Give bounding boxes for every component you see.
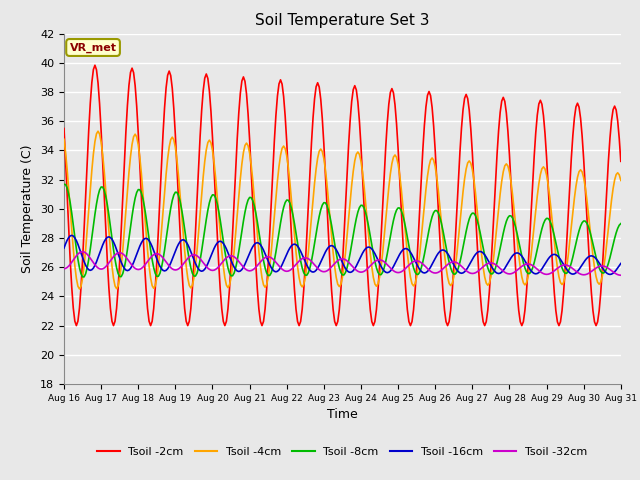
Tsoil -16cm: [397, 249, 405, 255]
Tsoil -2cm: [72, 323, 80, 328]
Tsoil -4cm: [167, 137, 175, 143]
Tsoil -8cm: [617, 221, 625, 227]
Tsoil -2cm: [77, 285, 85, 290]
Tsoil -8cm: [60, 181, 68, 187]
Line: Tsoil -16cm: Tsoil -16cm: [64, 235, 621, 275]
Tsoil -2cm: [167, 72, 175, 78]
Tsoil -8cm: [410, 265, 417, 271]
Tsoil -4cm: [552, 252, 559, 258]
Tsoil -32cm: [379, 258, 387, 264]
Tsoil -16cm: [60, 245, 68, 251]
Tsoil -32cm: [165, 263, 173, 269]
Tsoil -4cm: [412, 281, 419, 287]
Line: Tsoil -32cm: Tsoil -32cm: [64, 252, 621, 275]
Tsoil -2cm: [91, 62, 99, 68]
Tsoil -16cm: [68, 232, 76, 238]
X-axis label: Time: Time: [327, 408, 358, 421]
Tsoil -16cm: [379, 266, 387, 272]
Tsoil -4cm: [77, 283, 85, 289]
Tsoil -2cm: [60, 126, 68, 132]
Tsoil -8cm: [76, 265, 83, 271]
Tsoil -32cm: [410, 259, 417, 264]
Tsoil -16cm: [606, 272, 614, 277]
Text: VR_met: VR_met: [70, 42, 116, 53]
Tsoil -8cm: [550, 233, 558, 239]
Legend: Tsoil -2cm, Tsoil -4cm, Tsoil -8cm, Tsoil -16cm, Tsoil -32cm: Tsoil -2cm, Tsoil -4cm, Tsoil -8cm, Tsoi…: [93, 442, 592, 461]
Line: Tsoil -8cm: Tsoil -8cm: [64, 184, 621, 277]
Title: Soil Temperature Set 3: Soil Temperature Set 3: [255, 13, 429, 28]
Line: Tsoil -2cm: Tsoil -2cm: [64, 65, 621, 325]
Tsoil -16cm: [77, 250, 85, 256]
Tsoil -4cm: [94, 128, 102, 134]
Tsoil -8cm: [379, 269, 387, 275]
Tsoil -4cm: [380, 234, 388, 240]
Tsoil -16cm: [617, 261, 625, 266]
Y-axis label: Soil Temperature (C): Soil Temperature (C): [22, 144, 35, 273]
Tsoil -32cm: [76, 250, 83, 256]
Tsoil -32cm: [617, 272, 625, 278]
Tsoil -8cm: [397, 207, 405, 213]
Tsoil -32cm: [397, 269, 405, 275]
Tsoil -16cm: [550, 252, 558, 257]
Tsoil -2cm: [552, 308, 559, 313]
Tsoil -32cm: [550, 268, 558, 274]
Tsoil -16cm: [165, 264, 173, 269]
Tsoil -4cm: [617, 178, 625, 183]
Tsoil -2cm: [617, 158, 625, 164]
Tsoil -2cm: [380, 173, 388, 179]
Tsoil -32cm: [79, 249, 86, 254]
Tsoil -16cm: [410, 255, 417, 261]
Tsoil -8cm: [79, 274, 86, 280]
Tsoil -32cm: [60, 266, 68, 272]
Tsoil -4cm: [76, 286, 83, 292]
Tsoil -8cm: [165, 215, 173, 221]
Tsoil -2cm: [412, 288, 419, 294]
Tsoil -4cm: [60, 136, 68, 142]
Tsoil -4cm: [399, 201, 406, 207]
Line: Tsoil -4cm: Tsoil -4cm: [64, 131, 621, 289]
Tsoil -2cm: [399, 235, 406, 241]
